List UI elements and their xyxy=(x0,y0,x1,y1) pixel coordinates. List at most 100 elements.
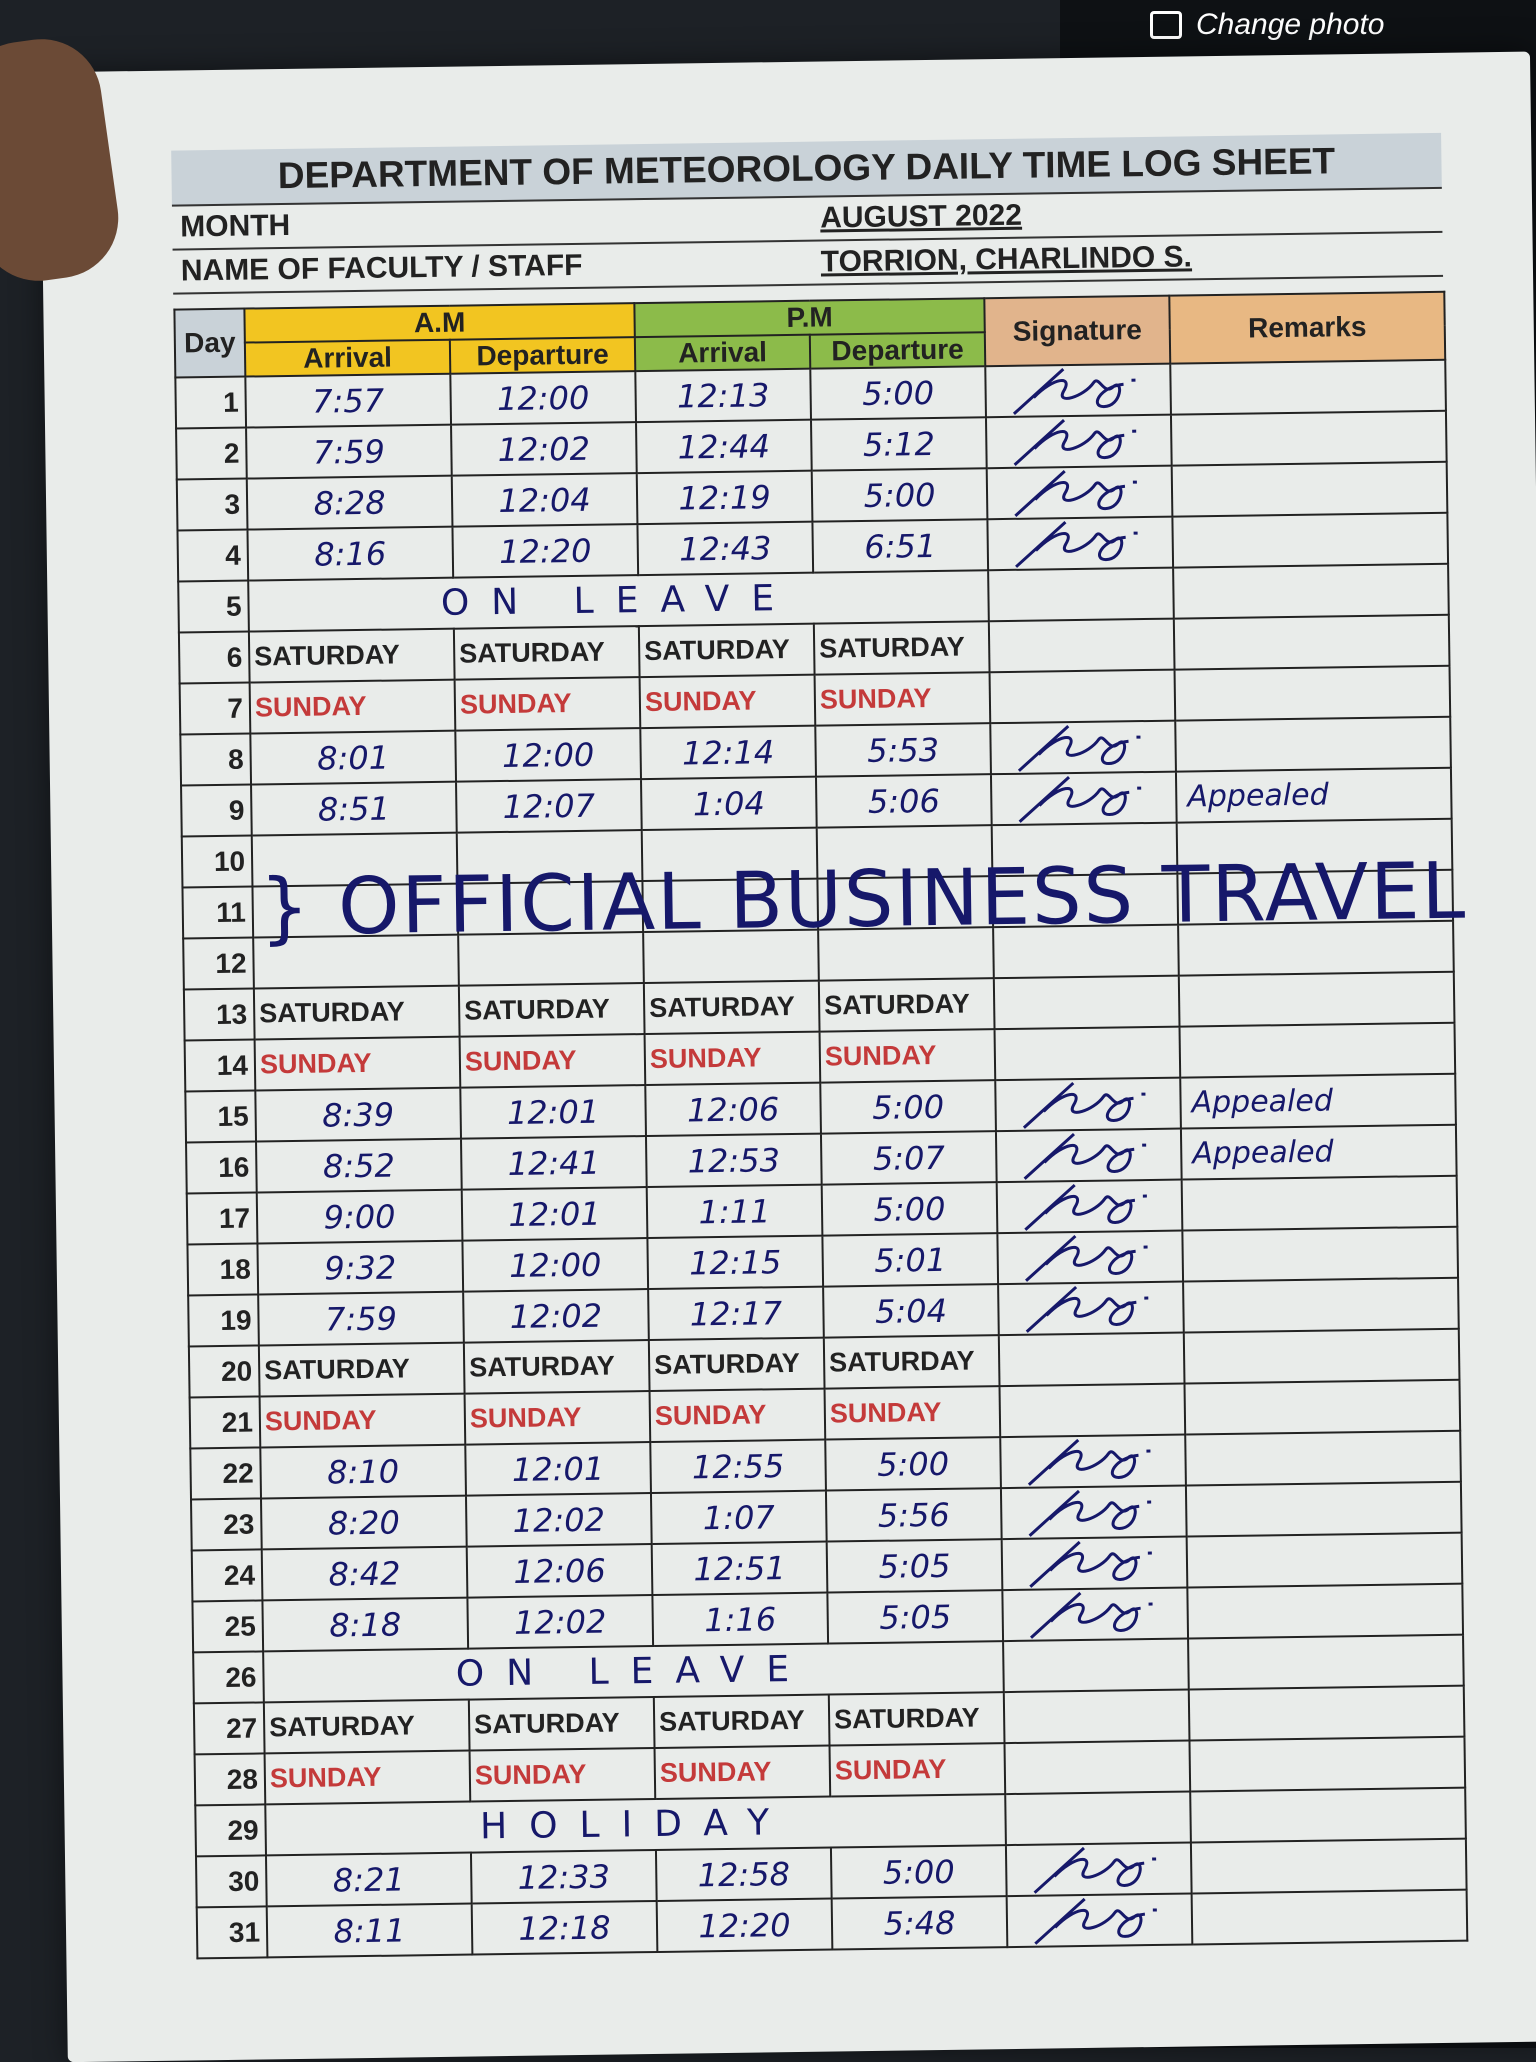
pm-departure: 5:56 xyxy=(825,1488,1002,1542)
am-arrival: 8:01 xyxy=(250,730,457,785)
day-number: 5 xyxy=(178,580,249,633)
sunday-label: SUNDAY xyxy=(654,1745,831,1799)
day-number: 16 xyxy=(186,1141,257,1194)
saturday-label: SATURDAY xyxy=(468,1696,655,1751)
remarks-cell xyxy=(1186,1532,1463,1588)
signature-cell xyxy=(1005,1842,1192,1897)
remarks-cell xyxy=(1191,1889,1468,1945)
am-arrival: 7:59 xyxy=(246,424,452,479)
remarks-cell: Appealed xyxy=(1180,1073,1456,1129)
signature-mark xyxy=(1023,1132,1146,1180)
remarks-cell xyxy=(1183,1328,1460,1384)
signature-cell xyxy=(995,1128,1182,1183)
day-number: 14 xyxy=(184,1039,256,1092)
saturday-label: SATURDAY xyxy=(453,626,640,680)
sunday-label: SUNDAY xyxy=(824,1386,1001,1440)
pm-departure: 6:51 xyxy=(812,519,989,573)
am-arrival: 8:51 xyxy=(251,781,457,836)
am-departure: 12:07 xyxy=(456,779,642,833)
signature-cell xyxy=(990,771,1177,826)
time-log-table: Day A.M P.M Signature Remarks Arrival De… xyxy=(173,291,1468,1960)
pm-arrival: 1:11 xyxy=(646,1184,823,1239)
header-signature: Signature xyxy=(984,295,1171,367)
remarks-cell xyxy=(1185,1430,1461,1486)
header-remarks: Remarks xyxy=(1169,291,1446,364)
signature-cell xyxy=(999,1383,1186,1438)
table-row: 22 8:10 12:01 12:55 5:00 xyxy=(190,1430,1461,1500)
signature-mark xyxy=(1025,1285,1148,1333)
signature-mark xyxy=(1012,367,1136,415)
am-arrival: 8:21 xyxy=(265,1852,472,1907)
am-arrival: 8:10 xyxy=(260,1444,466,1499)
remarks-cell xyxy=(1184,1379,1461,1435)
pm-departure: 5:00 xyxy=(830,1845,1007,1899)
day-number: 12 xyxy=(183,937,254,990)
day-number: 26 xyxy=(193,1651,264,1704)
saturday-label: SATURDAY xyxy=(263,1699,470,1754)
pm-arrival: 12:53 xyxy=(645,1133,822,1188)
signature-cell xyxy=(1000,1485,1187,1540)
table-row: 30 8:21 12:33 12:58 5:00 xyxy=(195,1838,1467,1908)
day-number: 10 xyxy=(181,835,253,888)
day-number: 19 xyxy=(188,1294,259,1347)
saturday-label: SATURDAY xyxy=(643,980,820,1035)
signature-cell xyxy=(1006,1893,1193,1948)
am-arrival: 8:42 xyxy=(261,1546,468,1601)
remarks-cell xyxy=(1190,1787,1466,1843)
table-row: 4 8:16 12:20 12:43 6:51 xyxy=(177,512,1449,582)
am-departure: 12:33 xyxy=(470,1849,657,1904)
am-departure: 12:01 xyxy=(461,1187,648,1241)
table-row: 8 8:01 12:00 12:14 5:53 xyxy=(180,716,1451,786)
signature-cell xyxy=(1004,1740,1191,1795)
signature-cell xyxy=(1002,1587,1189,1642)
sunday-label: SUNDAY xyxy=(459,1034,646,1088)
remarks-cell xyxy=(1181,1175,1458,1231)
am-arrival: 8:16 xyxy=(247,526,454,581)
saturday-label: SATURDAY xyxy=(813,621,990,675)
pm-departure: 5:05 xyxy=(827,1590,1004,1644)
remarks-cell xyxy=(1174,665,1451,721)
signature-cell xyxy=(986,465,1173,520)
sunday-label: SUNDAY xyxy=(644,1031,821,1086)
pm-arrival: 12:58 xyxy=(655,1847,832,1901)
pm-departure: 5:00 xyxy=(821,1182,998,1236)
day-number: 31 xyxy=(196,1906,268,1959)
signature-mark xyxy=(1023,1183,1147,1231)
pm-departure: 5:07 xyxy=(820,1131,997,1185)
pm-arrival: 1:07 xyxy=(650,1490,827,1545)
sunday-label: SUNDAY xyxy=(249,679,456,734)
signature-mark xyxy=(1017,724,1141,772)
day-number: 27 xyxy=(193,1702,265,1755)
signature-mark xyxy=(1028,1540,1152,1588)
pm-departure: 5:00 xyxy=(810,366,987,420)
pm-arrival: 1:04 xyxy=(641,776,817,831)
header-pm-departure: Departure xyxy=(809,332,986,369)
pm-departure: 5:00 xyxy=(820,1080,996,1134)
signature-cell xyxy=(998,1281,1184,1336)
day-number: 7 xyxy=(179,682,251,735)
day-number: 30 xyxy=(195,1855,267,1908)
pm-arrival: 12:55 xyxy=(650,1439,826,1494)
sunday-label: SUNDAY xyxy=(469,1747,656,1802)
header-pm-arrival: Arrival xyxy=(634,334,811,372)
day-number: 13 xyxy=(183,988,255,1041)
signature-cell xyxy=(998,1332,1185,1387)
day-number: 23 xyxy=(191,1498,262,1551)
signature-cell xyxy=(1003,1689,1190,1744)
change-photo-button[interactable]: Change photo xyxy=(1150,0,1385,50)
day-number: 8 xyxy=(180,733,252,786)
am-arrival: 9:32 xyxy=(257,1240,464,1295)
sunday-label: SUNDAY xyxy=(819,1029,996,1083)
remarks-cell xyxy=(1190,1838,1467,1894)
name-label: NAME OF FACULTY / STAFF xyxy=(180,248,583,288)
remarks-cell xyxy=(1182,1226,1459,1282)
day-number: 3 xyxy=(176,478,248,531)
remarks-cell xyxy=(1183,1277,1459,1333)
sunday-label: SUNDAY xyxy=(254,1036,461,1091)
header-pm: P.M xyxy=(634,298,985,338)
remarks-cell xyxy=(1187,1583,1464,1639)
sunday-label: SUNDAY xyxy=(264,1750,471,1805)
table-row: 2 7:59 12:02 12:44 5:12 xyxy=(176,410,1447,480)
month-value: AUGUST 2022 xyxy=(819,198,1023,235)
pm-arrival: 1:16 xyxy=(652,1592,829,1646)
